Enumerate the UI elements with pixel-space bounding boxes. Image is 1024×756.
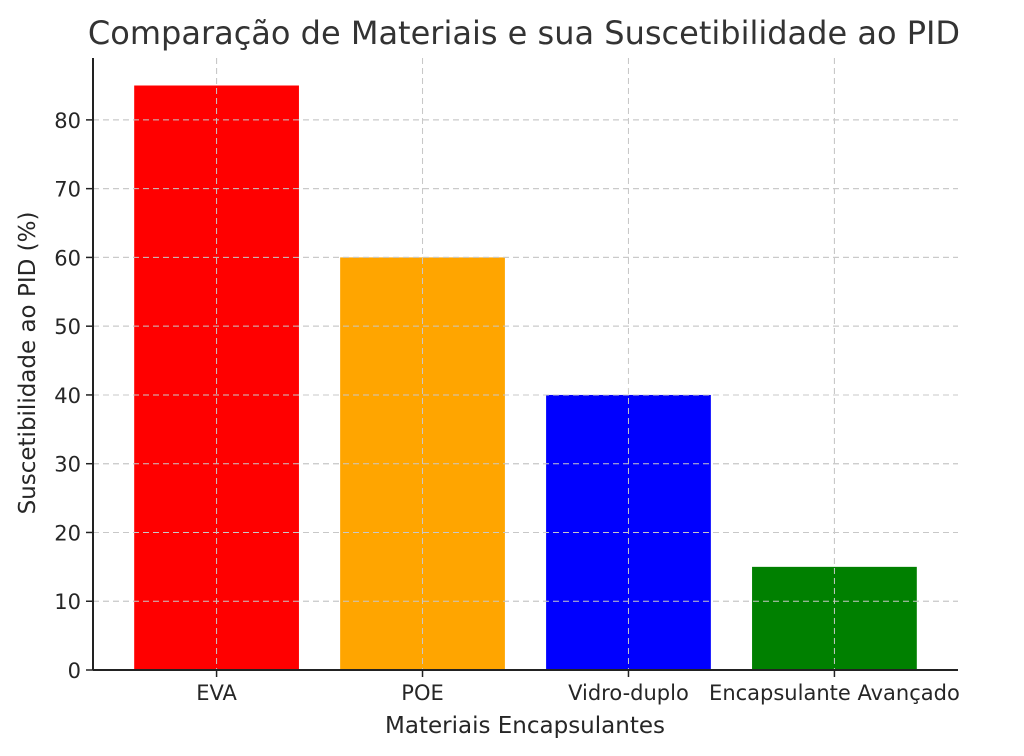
y-tick-label: 20 bbox=[54, 521, 81, 545]
x-tick-label: Vidro-duplo bbox=[568, 681, 689, 705]
y-axis-label: Suscetibilidade ao PID (%) bbox=[15, 212, 41, 515]
y-tick-label: 0 bbox=[68, 659, 81, 683]
y-tick-label: 40 bbox=[54, 384, 81, 408]
x-axis-label: Materiais Encapsulantes bbox=[385, 713, 665, 739]
x-tick-label: POE bbox=[401, 681, 443, 705]
chart-title: Comparação de Materiais e sua Suscetibil… bbox=[88, 14, 960, 52]
y-tick-label: 50 bbox=[54, 315, 81, 339]
axes bbox=[92, 58, 958, 671]
x-tick-label: Encapsulante Avançado bbox=[709, 681, 960, 705]
y-tick-label: 60 bbox=[54, 246, 81, 270]
y-tick-label: 30 bbox=[54, 453, 81, 477]
bars bbox=[93, 58, 958, 670]
x-tick-label: EVA bbox=[196, 681, 237, 705]
y-tick-label: 80 bbox=[54, 109, 81, 133]
x-ticks: EVA POE Vidro-duplo Encapsulante Avançado bbox=[196, 670, 960, 705]
y-ticks: 0 10 20 30 40 50 60 70 80 bbox=[54, 109, 93, 683]
y-tick-label: 70 bbox=[54, 178, 81, 202]
y-tick-label: 10 bbox=[54, 590, 81, 614]
